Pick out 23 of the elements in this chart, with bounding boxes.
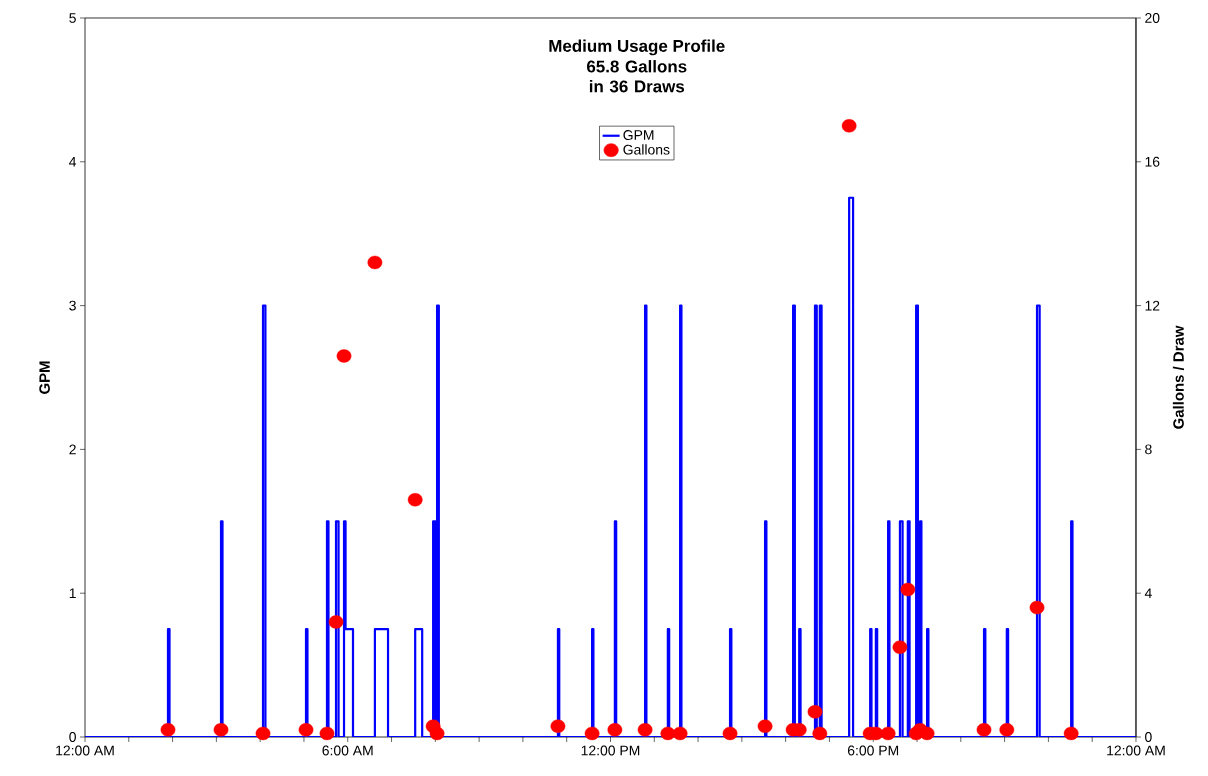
y-tick-label: 3	[69, 300, 76, 311]
text: 65.8 Gallons in 36 Draws	[587, 60, 687, 93]
y2-tick-label: 8	[1145, 444, 1152, 455]
x-tick-label: 6:00 AM	[322, 745, 373, 756]
x-tick-label: 12:00 PM	[581, 745, 640, 756]
y2-tick-label: 16	[1145, 156, 1160, 167]
x-tick-label: 12:00 AM	[1107, 745, 1165, 756]
y-tick-label: 1	[69, 588, 76, 598]
y2-tick-label: 20	[1145, 13, 1160, 23]
y2-tick-label: 0	[1145, 732, 1152, 742]
legend-label: GPM	[623, 130, 654, 141]
y2-tick-label: 12	[1145, 300, 1160, 311]
y-tick-label: 4	[69, 157, 77, 167]
y-tick-label: 2	[69, 444, 76, 455]
text: Medium Usage Profile	[549, 39, 725, 56]
y-axis-title: GPM	[39, 361, 50, 394]
y2-tick-label: 4	[1144, 588, 1152, 598]
legend-label: Gallons	[623, 144, 670, 155]
x-tick-label: 12:00 AM	[56, 745, 114, 756]
y-tick-label: 0	[69, 732, 76, 742]
y2-axis-title: Gallons / Draw	[1172, 325, 1184, 429]
x-tick-label: 6:00 PM	[847, 745, 899, 756]
y-tick-label: 5	[69, 13, 76, 23]
